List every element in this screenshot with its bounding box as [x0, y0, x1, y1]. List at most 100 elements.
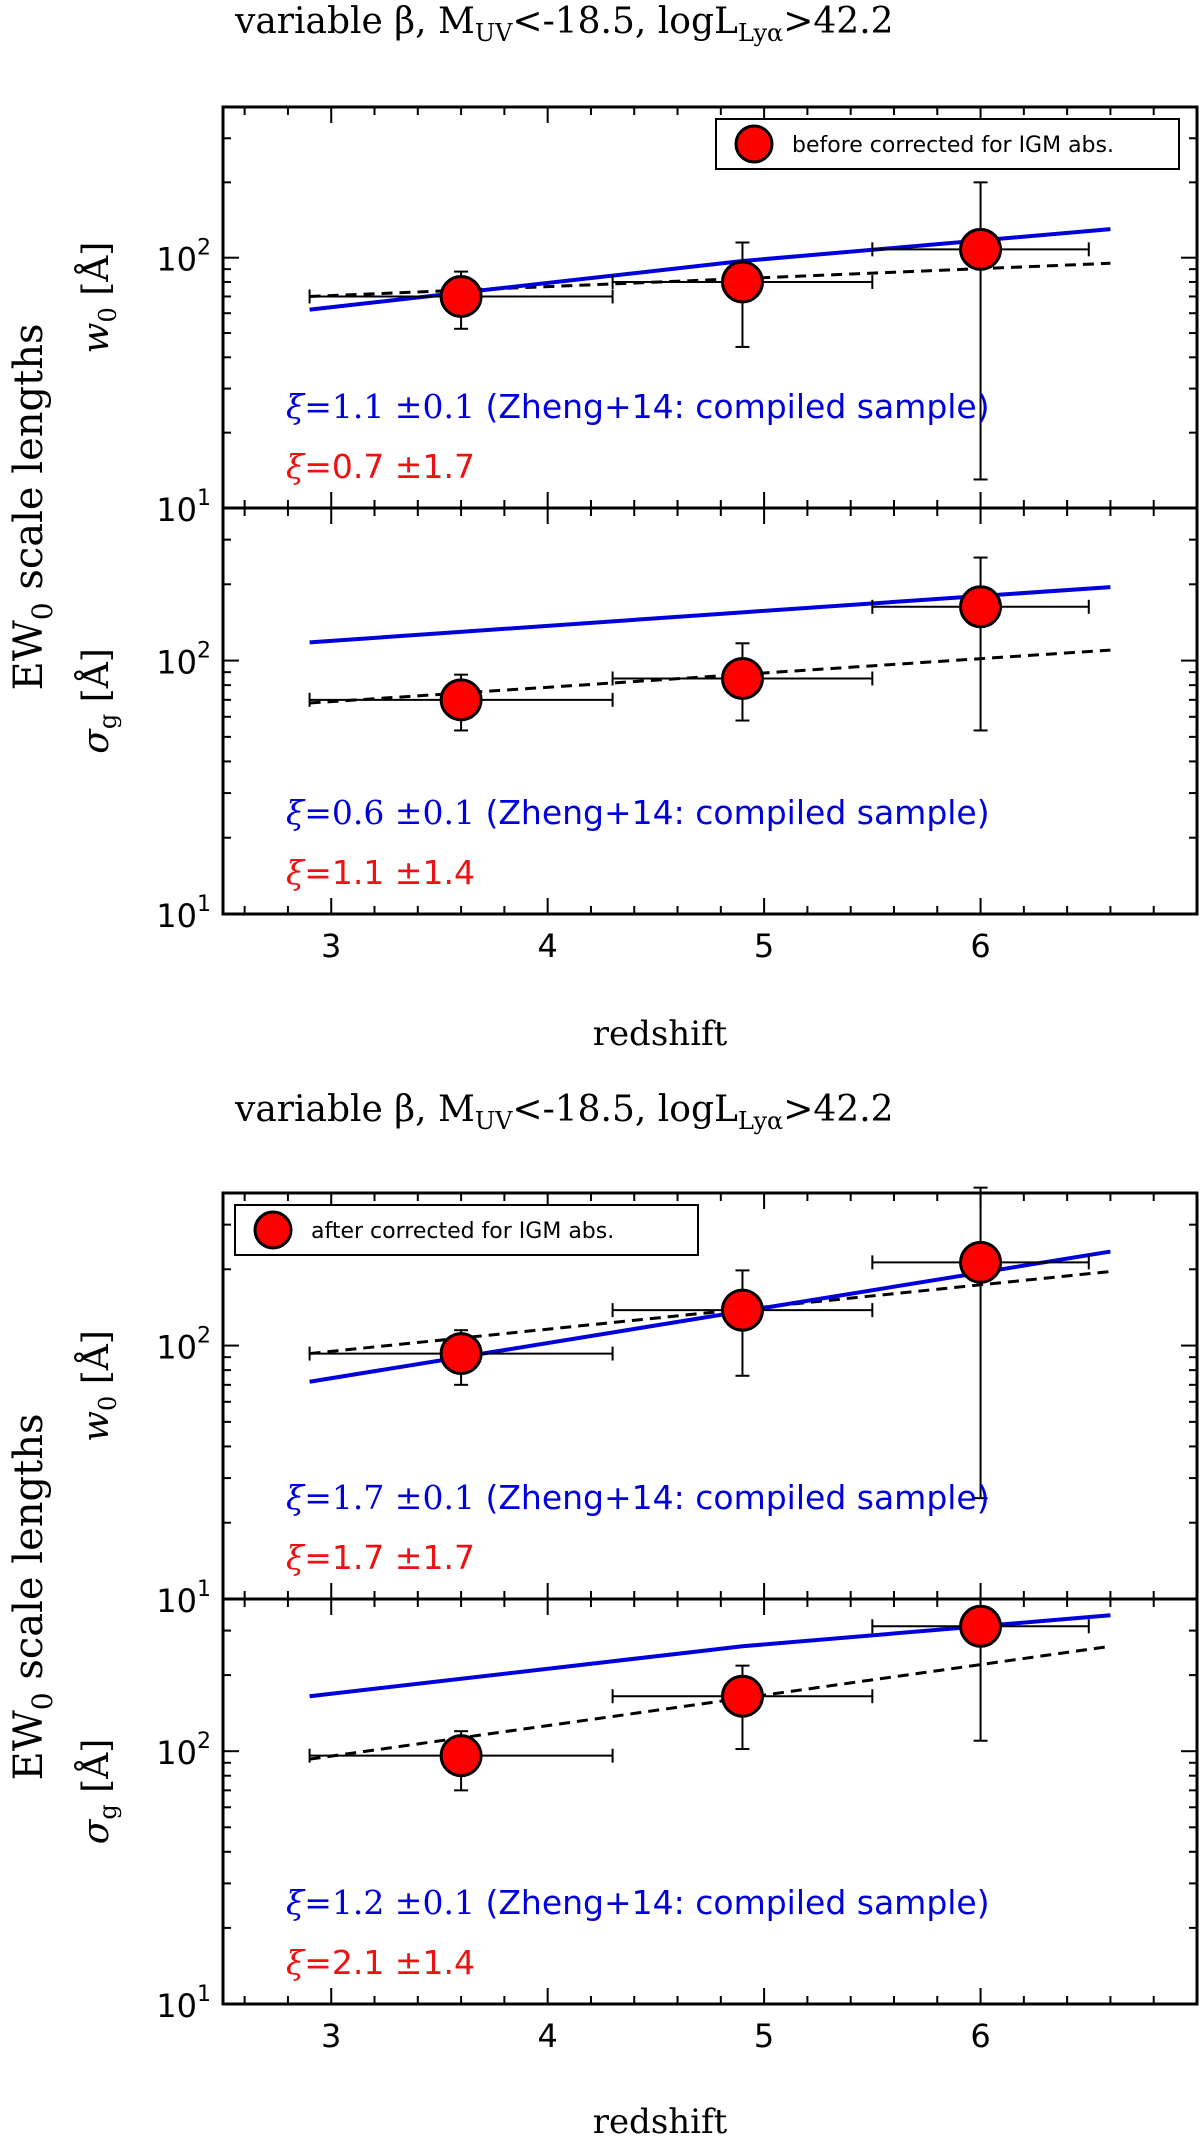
x-tick-label: 6: [970, 927, 990, 965]
x-tick-label: 5: [754, 927, 774, 965]
title-suffix: >42.2: [783, 1, 893, 42]
y-tick-exponent: 1: [197, 1577, 211, 1602]
x-tick-label: 6: [970, 2017, 990, 2055]
xi-source-label: (Zheng+14: compiled sample): [475, 387, 990, 426]
panel-y-label: w0 [Å]: [75, 1330, 122, 1442]
dashed-fit-line: [309, 1644, 1111, 1761]
xi-annotation-fit: ξ=2.1 ±1.4: [286, 1943, 475, 1982]
y-tick-label: 102: [156, 639, 211, 682]
data-point: [439, 1332, 483, 1376]
y-tick-base: 10: [156, 1734, 197, 1772]
xi-symbol: ξ: [286, 1538, 306, 1577]
y-tick-label: 101: [156, 486, 211, 529]
data-point-group: [611, 241, 874, 348]
xi-value: =2.1 ±1.4: [304, 1943, 475, 1982]
panel-y-label: w0 [Å]: [75, 242, 122, 354]
shared-y-subscript: 0: [26, 1692, 59, 1710]
y-tick-base: 10: [156, 1329, 197, 1367]
legend-marker: [253, 1210, 293, 1250]
x-tick-label: 5: [754, 2017, 774, 2055]
title-l-subscript: Lyα: [738, 19, 783, 47]
y-tick-exponent: 1: [197, 486, 211, 511]
title-l-subscript: Lyα: [738, 1107, 783, 1135]
xi-value: =1.7 ±1.7: [304, 1538, 475, 1577]
xi-value: =1.7 ±0.1: [304, 1478, 475, 1517]
data-point: [720, 1674, 764, 1718]
xi-annotation-fit: ξ=1.1 ±1.4: [286, 853, 475, 892]
data-point-group: [308, 270, 614, 330]
panel-y-tail: [Å]: [75, 1330, 117, 1396]
panel-y-subscript: 0: [94, 1396, 122, 1411]
xi-source-label: (Zheng+14: compiled sample): [475, 1883, 990, 1922]
xi-symbol: ξ: [286, 1478, 306, 1517]
dashed-fit-line: [309, 1270, 1111, 1356]
chart-title: variable β, MUV<-18.5, logLLyα>42.2: [234, 1, 894, 47]
xi-symbol: ξ: [286, 1943, 306, 1982]
xi-source-label: (Zheng+14: compiled sample): [475, 1478, 990, 1517]
y-tick-exponent: 2: [197, 1729, 211, 1754]
xi-annotation-zheng14: ξ=1.2 ±0.1 (Zheng+14: compiled sample): [286, 1883, 990, 1922]
panel-y-tail: [Å]: [75, 242, 117, 308]
data-point: [720, 260, 764, 304]
chart-title: variable β, MUV<-18.5, logLLyα>42.2: [234, 1089, 894, 1135]
axes-frame: [221, 1597, 1199, 2006]
dashed-fit-line: [309, 648, 1111, 705]
xi-value: =0.7 ±1.7: [304, 447, 475, 486]
xi-symbol: ξ: [286, 1883, 306, 1922]
axes-frame: [221, 506, 1199, 916]
data-point: [439, 1734, 483, 1778]
data-point: [720, 656, 764, 700]
legend-box: [234, 1204, 699, 1256]
title-prefix: variable β, M: [234, 1, 475, 42]
y-tick-base: 10: [156, 491, 197, 529]
legend-box: [715, 118, 1180, 170]
xi-value: =1.2 ±0.1: [304, 1883, 475, 1922]
panel-y-tail: [Å]: [75, 1739, 117, 1805]
data-point-group: [308, 1329, 614, 1386]
y-tick-label: 102: [156, 236, 211, 279]
xi-annotation-fit: ξ=1.7 ±1.7: [286, 1538, 475, 1577]
xi-annotation-zheng14: ξ=1.1 ±0.1 (Zheng+14: compiled sample): [286, 387, 990, 426]
y-tick-base: 10: [156, 1582, 197, 1620]
shared-y-tail: scale lengths: [6, 323, 52, 602]
data-point-group: [871, 1604, 1090, 1742]
legend-label: after corrected for IGM abs.: [311, 1219, 614, 1244]
xi-value: =0.6 ±0.1: [304, 793, 475, 832]
shared-y-main: EW: [6, 620, 52, 690]
panel-y-main: w: [76, 322, 117, 353]
legend-label: before corrected for IGM abs.: [792, 133, 1114, 158]
panel-y-subscript: 0: [94, 307, 122, 322]
data-point-group: [871, 181, 1090, 481]
panel-y-subscript: g: [94, 714, 122, 729]
data-point-group: [611, 642, 874, 722]
shared-y-main: EW: [6, 1710, 52, 1780]
y-tick-base: 10: [156, 241, 197, 279]
x-tick-label: 3: [321, 927, 341, 965]
data-point: [959, 1240, 1003, 1284]
x-axis-label: redshift: [593, 2102, 728, 2139]
y-tick-exponent: 2: [197, 236, 211, 261]
y-tick-label: 101: [156, 892, 211, 935]
title-middle: <-18.5, logL: [512, 1, 738, 42]
y-tick-exponent: 1: [197, 1982, 211, 2007]
xi-annotation-zheng14: ξ=1.7 ±0.1 (Zheng+14: compiled sample): [286, 1478, 990, 1517]
data-point-group: [611, 1269, 874, 1377]
data-point: [959, 227, 1003, 271]
data-point-group: [871, 1186, 1090, 1500]
title-middle: <-18.5, logL: [512, 1089, 738, 1130]
y-tick-exponent: 2: [197, 639, 211, 664]
y-tick-base: 10: [156, 644, 197, 682]
x-tick-label: 4: [537, 2017, 557, 2055]
data-point-group: [871, 556, 1090, 732]
data-point: [439, 274, 483, 318]
panel-y-main: σ: [76, 728, 117, 754]
data-point: [959, 1604, 1003, 1648]
title-prefix: variable β, M: [234, 1089, 475, 1130]
y-tick-label: 102: [156, 1324, 211, 1367]
panel-y-main: w: [76, 1411, 117, 1442]
shared-y-subscript: 0: [26, 602, 59, 620]
